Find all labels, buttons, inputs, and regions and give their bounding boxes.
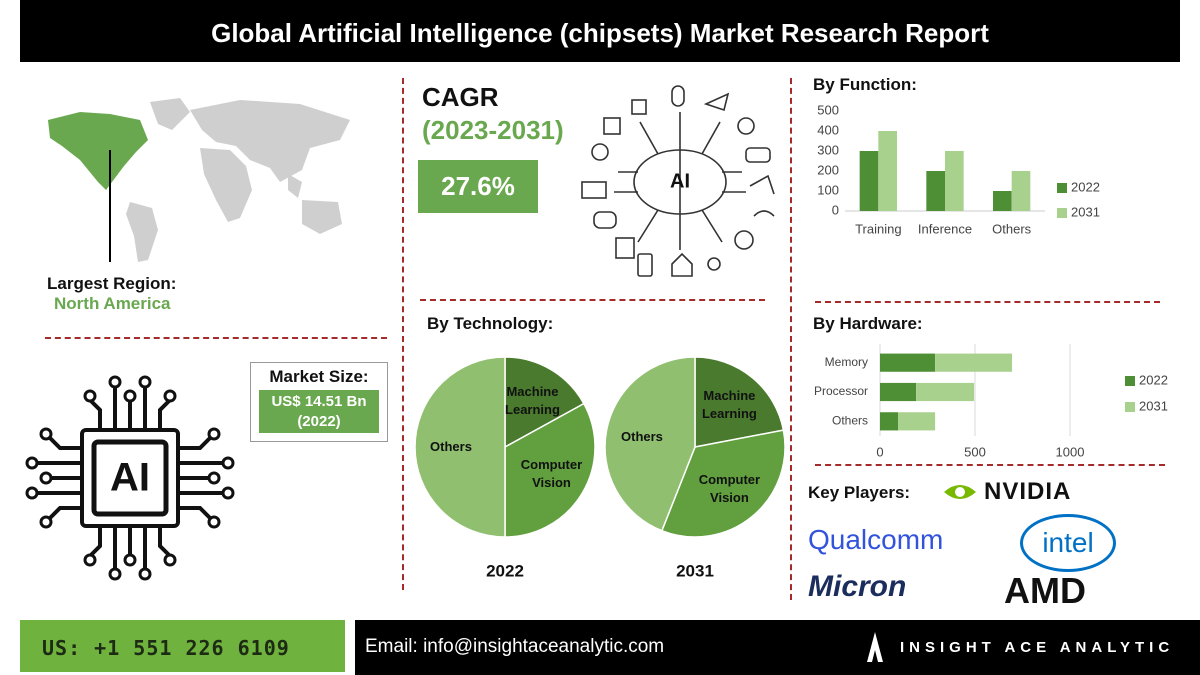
header-bar: Global Artificial Intelligence (chipsets…	[20, 0, 1180, 62]
bar	[880, 353, 936, 372]
pie-year: 2031	[676, 561, 714, 580]
slice-label: Others	[430, 439, 472, 454]
y-tick-label: 300	[817, 142, 839, 157]
y-tick-label: Processor	[814, 384, 868, 398]
market-size-box: Market Size: US$ 14.51 Bn (2022)	[250, 362, 388, 442]
footer-bar: Email: info@insightaceanalytic.com INSIG…	[355, 620, 1200, 675]
x-tick-label: Others	[992, 221, 1032, 236]
chip-label: AI	[110, 456, 150, 500]
pie-slice	[604, 356, 696, 532]
world-map	[48, 98, 350, 262]
y-tick-label: 200	[817, 162, 839, 177]
legend-swatch	[1125, 402, 1135, 412]
phone-box: US: +1 551 226 6109	[20, 620, 345, 672]
company-name: NVIDIA	[984, 478, 1072, 505]
company-name: Micron	[808, 570, 907, 603]
bar	[993, 191, 1012, 211]
technology-pies: 2022 2031	[414, 356, 786, 580]
x-tick-label: 500	[964, 444, 986, 459]
chart-title: By Function:	[813, 75, 917, 94]
y-tick-label: Others	[832, 414, 868, 428]
email: Email: info@insightaceanalytic.com	[365, 636, 665, 657]
y-tick-label: 0	[832, 202, 839, 217]
bar	[935, 353, 1013, 372]
bar	[926, 171, 945, 211]
slice-label: Others	[621, 428, 663, 444]
function-chart: 0 100 200 300 400 500 Training Inference Others 2…	[817, 102, 1100, 236]
technology-chart: 2022 2031 Machine Learning Computer Vision…	[410, 350, 800, 590]
pie-slice	[504, 402, 596, 538]
divider	[815, 301, 1160, 303]
brand: INSIGHT ACE ANALYTIC	[900, 639, 1175, 656]
company-name: AMD	[1004, 570, 1086, 611]
company-name: intel	[1020, 514, 1116, 572]
cagr-value: 27.6%	[418, 160, 538, 213]
key-players-label: Key Players:	[808, 483, 911, 502]
legend-label: 2022	[1071, 179, 1100, 194]
bar	[880, 412, 899, 431]
market-size-year: (2022)	[297, 413, 341, 430]
bar	[945, 151, 964, 211]
region-label: Largest Region:	[47, 274, 177, 293]
bar	[878, 131, 897, 211]
brain-label: AI	[670, 170, 690, 192]
legend-label: 2031	[1139, 398, 1168, 413]
pie-slice	[414, 356, 506, 538]
pie-slice	[504, 356, 585, 449]
brand-icon	[867, 632, 883, 662]
bar	[1011, 171, 1031, 211]
hardware-chart: 0 500 1000 Memory Processor Others 2022 2031	[814, 344, 1168, 459]
bar	[880, 382, 917, 402]
chip-icon: AI	[25, 375, 235, 581]
pie-year: 2022	[486, 561, 524, 580]
market-size-value-box: US$ 14.51 Bn (2022)	[259, 390, 379, 433]
phone: US: +1 551 226 6109	[42, 636, 290, 660]
chart-title: By Hardware:	[813, 314, 923, 333]
legend-swatch	[1057, 208, 1067, 218]
region-value: North America	[54, 294, 171, 313]
bar	[898, 412, 936, 431]
bar	[859, 151, 879, 211]
logo-nvidia: NVIDIA	[942, 478, 1071, 506]
company-name: Qualcomm	[808, 524, 944, 555]
legend-label: 2022	[1139, 372, 1168, 387]
slice-label: Computer Vision	[520, 457, 583, 491]
chart-title: By Technology:	[427, 314, 554, 333]
divider	[45, 337, 387, 339]
brain-icon: AI	[581, 85, 775, 277]
cagr-label: CAGR	[422, 82, 499, 112]
y-tick-label: 400	[817, 122, 839, 137]
divider	[420, 299, 765, 301]
nvidia-eye	[944, 485, 976, 499]
slice-label: Machine Learning	[505, 383, 560, 417]
pie-slice	[694, 356, 785, 448]
x-tick-label: Inference	[918, 221, 972, 236]
pie-slice	[660, 429, 786, 538]
divider	[790, 78, 792, 600]
divider	[402, 78, 404, 590]
slice-label: Machine Learning	[701, 388, 757, 422]
y-tick-label: 100	[817, 182, 839, 197]
x-tick-label: 1000	[1056, 444, 1085, 459]
x-tick-label: 0	[876, 444, 883, 459]
cagr-period: (2023-2031)	[422, 115, 564, 145]
continents	[126, 98, 350, 262]
legend-label: 2031	[1071, 204, 1100, 219]
x-tick-label: Training	[855, 221, 901, 236]
y-tick-label: 500	[817, 102, 839, 117]
legend-swatch	[1057, 183, 1067, 193]
page-title: Global Artificial Intelligence (chipsets…	[211, 18, 989, 48]
bar	[916, 382, 975, 402]
market-size-value: US$ 14.51 Bn	[271, 393, 367, 410]
north-america	[48, 112, 148, 190]
legend-swatch	[1125, 376, 1135, 386]
y-tick-label: Memory	[825, 355, 868, 369]
divider	[815, 464, 1165, 466]
market-size-label: Market Size:	[269, 367, 369, 386]
slice-label: Computer Vision	[698, 471, 761, 505]
